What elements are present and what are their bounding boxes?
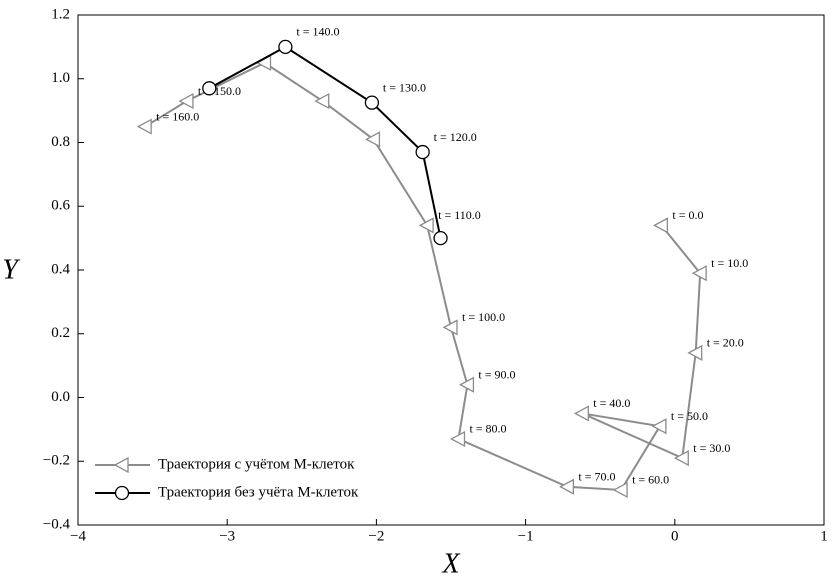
marker xyxy=(418,217,434,234)
point-label: t = 0.0 xyxy=(672,208,703,222)
point-label: t = 110.0 xyxy=(438,208,481,222)
point-label: t = 90.0 xyxy=(478,368,515,382)
legend-label: Траектория с учётом М-клеток xyxy=(158,456,355,472)
marker xyxy=(202,81,217,96)
legend-marker xyxy=(114,485,130,501)
marker xyxy=(314,92,330,110)
point-label: t = 30.0 xyxy=(693,441,730,455)
marker xyxy=(651,418,667,435)
point-label: t = 80.0 xyxy=(469,422,506,436)
x-tick-label: −1 xyxy=(518,528,534,544)
point-label: t = 70.0 xyxy=(578,470,615,484)
x-tick-label: 1 xyxy=(820,528,828,544)
marker xyxy=(136,118,152,135)
point-label: t = 40.0 xyxy=(593,396,630,410)
marker xyxy=(450,430,466,448)
marker xyxy=(653,217,669,234)
marker xyxy=(573,405,589,422)
series-line xyxy=(144,61,702,491)
marker xyxy=(691,265,707,282)
y-tick-label: −0.2 xyxy=(43,453,70,469)
legend-label: Траектория без учёта М-клеток xyxy=(158,484,359,500)
y-tick-label: 0.4 xyxy=(51,261,70,277)
x-axis-label: X xyxy=(441,548,460,579)
point-label: t = 140.0 xyxy=(296,25,339,39)
y-tick-label: 0.2 xyxy=(51,325,70,341)
point-label: t = 50.0 xyxy=(671,409,708,423)
point-label: t = 160.0 xyxy=(156,109,199,123)
x-tick-label: 0 xyxy=(671,528,679,544)
y-tick-label: 1.0 xyxy=(51,70,70,86)
marker xyxy=(178,92,194,110)
x-tick-label: −2 xyxy=(368,528,384,544)
legend-marker xyxy=(113,456,129,474)
y-tick-label: 1.2 xyxy=(51,6,70,22)
point-label: t = 10.0 xyxy=(711,256,748,270)
marker xyxy=(365,131,381,148)
y-tick-label: −0.4 xyxy=(43,516,71,532)
marker xyxy=(612,481,628,499)
marker xyxy=(687,344,703,361)
point-label: t = 60.0 xyxy=(632,473,669,487)
marker xyxy=(459,376,475,393)
marker xyxy=(278,39,293,55)
y-tick-label: 0.0 xyxy=(51,389,70,405)
marker xyxy=(559,478,575,495)
marker xyxy=(364,95,380,110)
series-line xyxy=(208,45,442,239)
marker xyxy=(415,144,430,160)
x-tick-label: −4 xyxy=(70,528,86,544)
x-tick-label: −3 xyxy=(219,528,235,544)
marker xyxy=(673,449,689,467)
point-label: t = 130.0 xyxy=(383,80,426,94)
point-label: t = 20.0 xyxy=(707,336,744,350)
point-label: t = 120.0 xyxy=(434,130,477,144)
y-tick-label: 0.6 xyxy=(51,198,70,214)
point-label: t = 100.0 xyxy=(462,310,505,324)
y-axis-label: Y xyxy=(2,254,21,285)
y-tick-label: 0.8 xyxy=(51,134,70,150)
marker xyxy=(442,319,458,336)
marker xyxy=(433,230,448,246)
